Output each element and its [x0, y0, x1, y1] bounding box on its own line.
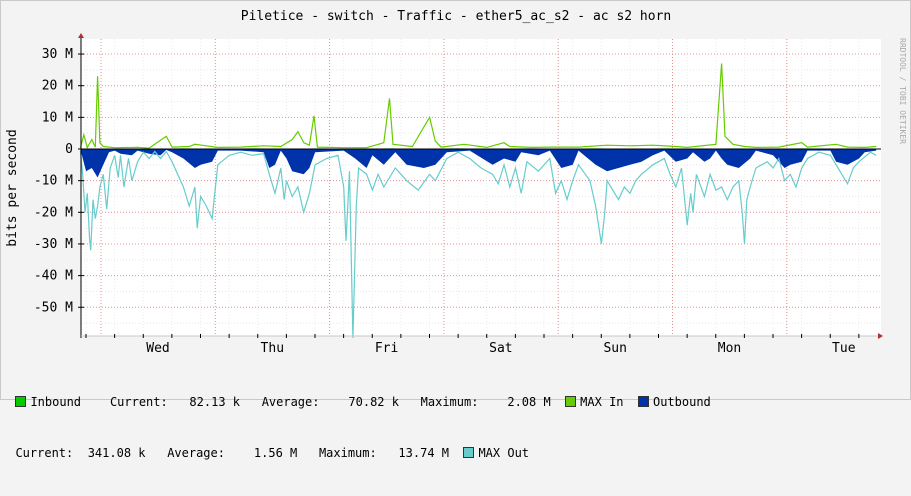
x-tick-label: Tue: [832, 341, 856, 356]
y-axis-label: bits per second: [5, 129, 20, 246]
legend-inbound-average-label: Average:: [261, 395, 320, 409]
legend-outbound-current: 341.08 k: [87, 446, 146, 460]
y-axis-arrow-icon: [78, 33, 84, 38]
legend-inbound-current: 82.13 k: [189, 395, 240, 409]
legend-inbound-average: 70.82 k: [348, 395, 399, 409]
x-tick-label: Sat: [489, 341, 512, 356]
legend-outbound-current-label: Current:: [15, 446, 74, 460]
x-tick-label: Sun: [603, 341, 626, 356]
legend-outbound-label: Outbound: [652, 395, 711, 409]
grid-lines: [81, 39, 881, 336]
legend-inbound-current-label: Current:: [109, 395, 168, 409]
legend-inbound-maximum-label: Maximum:: [420, 395, 479, 409]
y-tick-label: -30 M: [34, 237, 73, 252]
series-outbound-area: [80, 149, 877, 178]
y-tick-label: 0: [65, 142, 73, 157]
max-in-swatch: [565, 396, 577, 407]
legend-outbound-average-label: Average:: [167, 446, 225, 460]
y-tick-label: -40 M: [34, 269, 73, 284]
legend-inbound-maximum: 2.08 M: [507, 395, 551, 409]
x-tick-labels: Wed Thu Fri Sat Sun Mon Tue: [146, 341, 855, 356]
legend-max-in-label: MAX In: [580, 395, 624, 409]
y-tick-label: 20 M: [42, 79, 73, 94]
x-tick-label: Mon: [718, 341, 741, 356]
plot-background: [81, 39, 881, 336]
outbound-swatch: [637, 396, 649, 407]
axes: [78, 33, 883, 339]
y-tick-label: -20 M: [34, 205, 73, 220]
y-tick-labels: 30 M 20 M 10 M 0 -10 M -20 M -30 M -40 M -50 M: [34, 47, 73, 315]
y-tick-label: 30 M: [42, 47, 73, 62]
series-max-out-line: [79, 150, 877, 339]
legend-line-1: Inbound Current: 82.13 k Average: 70.82 …: [1, 394, 911, 411]
x-tick-label: Fri: [375, 341, 398, 356]
x-tick-label: Thu: [261, 341, 284, 356]
legend-outbound-maximum: 13.74 M: [398, 446, 449, 460]
plot-area: [81, 39, 881, 336]
inbound-swatch: [15, 396, 27, 407]
legend-outbound-maximum-label: Maximum:: [318, 446, 377, 460]
watermark: RRDTOOL / TOBI OETIKER: [898, 38, 907, 144]
y-tick-label: 10 M: [42, 110, 73, 125]
y-tick-label: -50 M: [34, 300, 73, 315]
legend-line-2: Current: 341.08 k Average: 1.56 M Maximu…: [1, 445, 911, 462]
x-axis-arrow-icon: [878, 333, 883, 339]
traffic-chart: Piletice - switch - Traffic - ether5_ac_…: [5, 9, 907, 356]
series-max-in-line: [79, 63, 877, 149]
legend-outbound-average: 1.56 M: [253, 446, 298, 460]
legend-inbound-label: Inbound: [30, 395, 82, 409]
max-out-swatch: [463, 447, 475, 458]
chart-title: Piletice - switch - Traffic - ether5_ac_…: [241, 9, 671, 24]
x-tick-label: Wed: [146, 341, 169, 356]
legend: Inbound Current: 82.13 k Average: 70.82 …: [1, 360, 911, 496]
legend-max-out-label: MAX Out: [478, 446, 530, 460]
graph-frame: Piletice - switch - Traffic - ether5_ac_…: [0, 0, 911, 460]
y-tick-label: -10 M: [34, 174, 73, 189]
